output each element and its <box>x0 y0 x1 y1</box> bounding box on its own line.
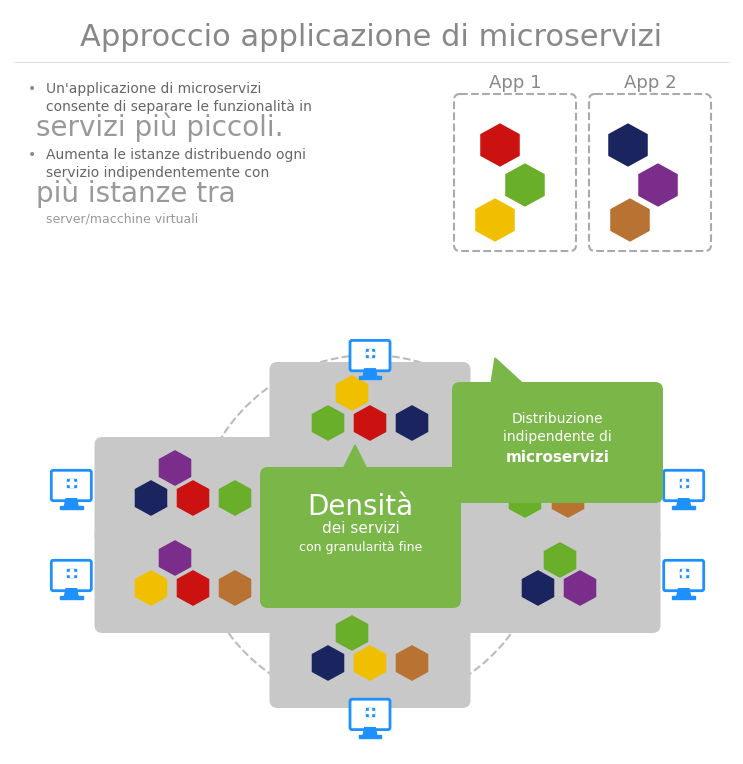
Polygon shape <box>397 406 427 440</box>
Bar <box>67 571 76 575</box>
Polygon shape <box>354 406 386 440</box>
Polygon shape <box>337 616 368 650</box>
Bar <box>682 479 685 487</box>
Text: App 1: App 1 <box>489 74 541 92</box>
FancyBboxPatch shape <box>589 94 711 251</box>
Text: server/macchine virtuali: server/macchine virtuali <box>46 212 198 225</box>
Text: •: • <box>28 82 36 96</box>
Polygon shape <box>340 445 370 475</box>
Bar <box>67 479 76 487</box>
Text: Aumenta le istanze distribuendo ogni: Aumenta le istanze distribuendo ogni <box>46 148 306 162</box>
Bar <box>70 479 73 487</box>
Polygon shape <box>178 571 209 605</box>
Polygon shape <box>65 499 78 507</box>
FancyBboxPatch shape <box>260 467 461 608</box>
FancyBboxPatch shape <box>452 382 663 503</box>
Text: •: • <box>28 148 36 162</box>
Polygon shape <box>337 376 368 410</box>
Text: con granularità fine: con granularità fine <box>299 541 422 554</box>
Bar <box>672 597 695 599</box>
Text: indipendente di: indipendente di <box>503 430 612 444</box>
Polygon shape <box>565 571 596 605</box>
Polygon shape <box>178 481 209 515</box>
Polygon shape <box>481 124 519 166</box>
FancyBboxPatch shape <box>51 560 91 591</box>
Bar <box>67 482 76 484</box>
Text: dei servizi: dei servizi <box>322 521 400 536</box>
Polygon shape <box>552 483 583 517</box>
FancyBboxPatch shape <box>350 341 390 371</box>
Bar <box>682 569 685 578</box>
Polygon shape <box>312 406 343 440</box>
Text: servizio indipendentemente con: servizio indipendentemente con <box>46 166 269 180</box>
Polygon shape <box>639 164 677 206</box>
FancyBboxPatch shape <box>663 560 704 591</box>
Text: consente di separare le funzionalità in: consente di separare le funzionalità in <box>46 100 312 115</box>
Polygon shape <box>522 571 554 605</box>
Bar <box>366 707 374 716</box>
FancyBboxPatch shape <box>94 437 296 543</box>
Bar <box>70 569 73 578</box>
Bar <box>366 352 374 354</box>
FancyBboxPatch shape <box>350 699 390 730</box>
Polygon shape <box>135 481 166 515</box>
Polygon shape <box>219 571 250 605</box>
FancyBboxPatch shape <box>663 471 704 500</box>
Polygon shape <box>354 646 386 680</box>
FancyBboxPatch shape <box>459 527 661 633</box>
Polygon shape <box>609 124 647 166</box>
Bar <box>60 507 82 510</box>
Polygon shape <box>363 369 377 377</box>
Bar <box>366 349 374 358</box>
Polygon shape <box>65 589 78 597</box>
Bar <box>369 707 372 716</box>
Polygon shape <box>312 646 343 680</box>
Polygon shape <box>476 199 514 241</box>
FancyBboxPatch shape <box>51 471 91 500</box>
Polygon shape <box>160 541 191 575</box>
Bar <box>672 507 695 510</box>
Polygon shape <box>219 481 250 515</box>
Bar <box>680 571 688 575</box>
Text: microservizi: microservizi <box>505 450 609 465</box>
FancyBboxPatch shape <box>270 362 470 468</box>
Polygon shape <box>545 543 576 577</box>
Bar <box>359 377 381 380</box>
Bar <box>67 569 76 578</box>
FancyBboxPatch shape <box>454 94 576 251</box>
Polygon shape <box>506 164 544 206</box>
Text: Densità: Densità <box>308 493 414 521</box>
FancyBboxPatch shape <box>94 527 296 633</box>
Polygon shape <box>397 646 427 680</box>
Polygon shape <box>363 727 377 735</box>
FancyBboxPatch shape <box>270 602 470 708</box>
Bar <box>680 482 688 484</box>
Polygon shape <box>530 455 560 489</box>
Text: Approccio applicazione di microservizi: Approccio applicazione di microservizi <box>80 24 663 53</box>
Polygon shape <box>490 358 530 390</box>
Polygon shape <box>135 571 166 605</box>
Text: Un'applicazione di microservizi: Un'applicazione di microservizi <box>46 82 262 96</box>
Bar <box>369 349 372 358</box>
Bar <box>366 711 374 714</box>
Bar <box>60 597 82 599</box>
Text: più istanze tra: più istanze tra <box>36 178 236 208</box>
Polygon shape <box>611 199 649 241</box>
Text: Distribuzione: Distribuzione <box>512 412 603 426</box>
Polygon shape <box>677 589 690 597</box>
Bar <box>680 479 688 487</box>
Bar <box>680 569 688 578</box>
FancyBboxPatch shape <box>459 437 661 543</box>
Text: servizi più piccoli.: servizi più piccoli. <box>36 112 284 141</box>
Polygon shape <box>510 483 541 517</box>
Polygon shape <box>677 499 690 507</box>
Polygon shape <box>160 451 191 485</box>
Bar <box>359 735 381 738</box>
Text: App 2: App 2 <box>623 74 676 92</box>
